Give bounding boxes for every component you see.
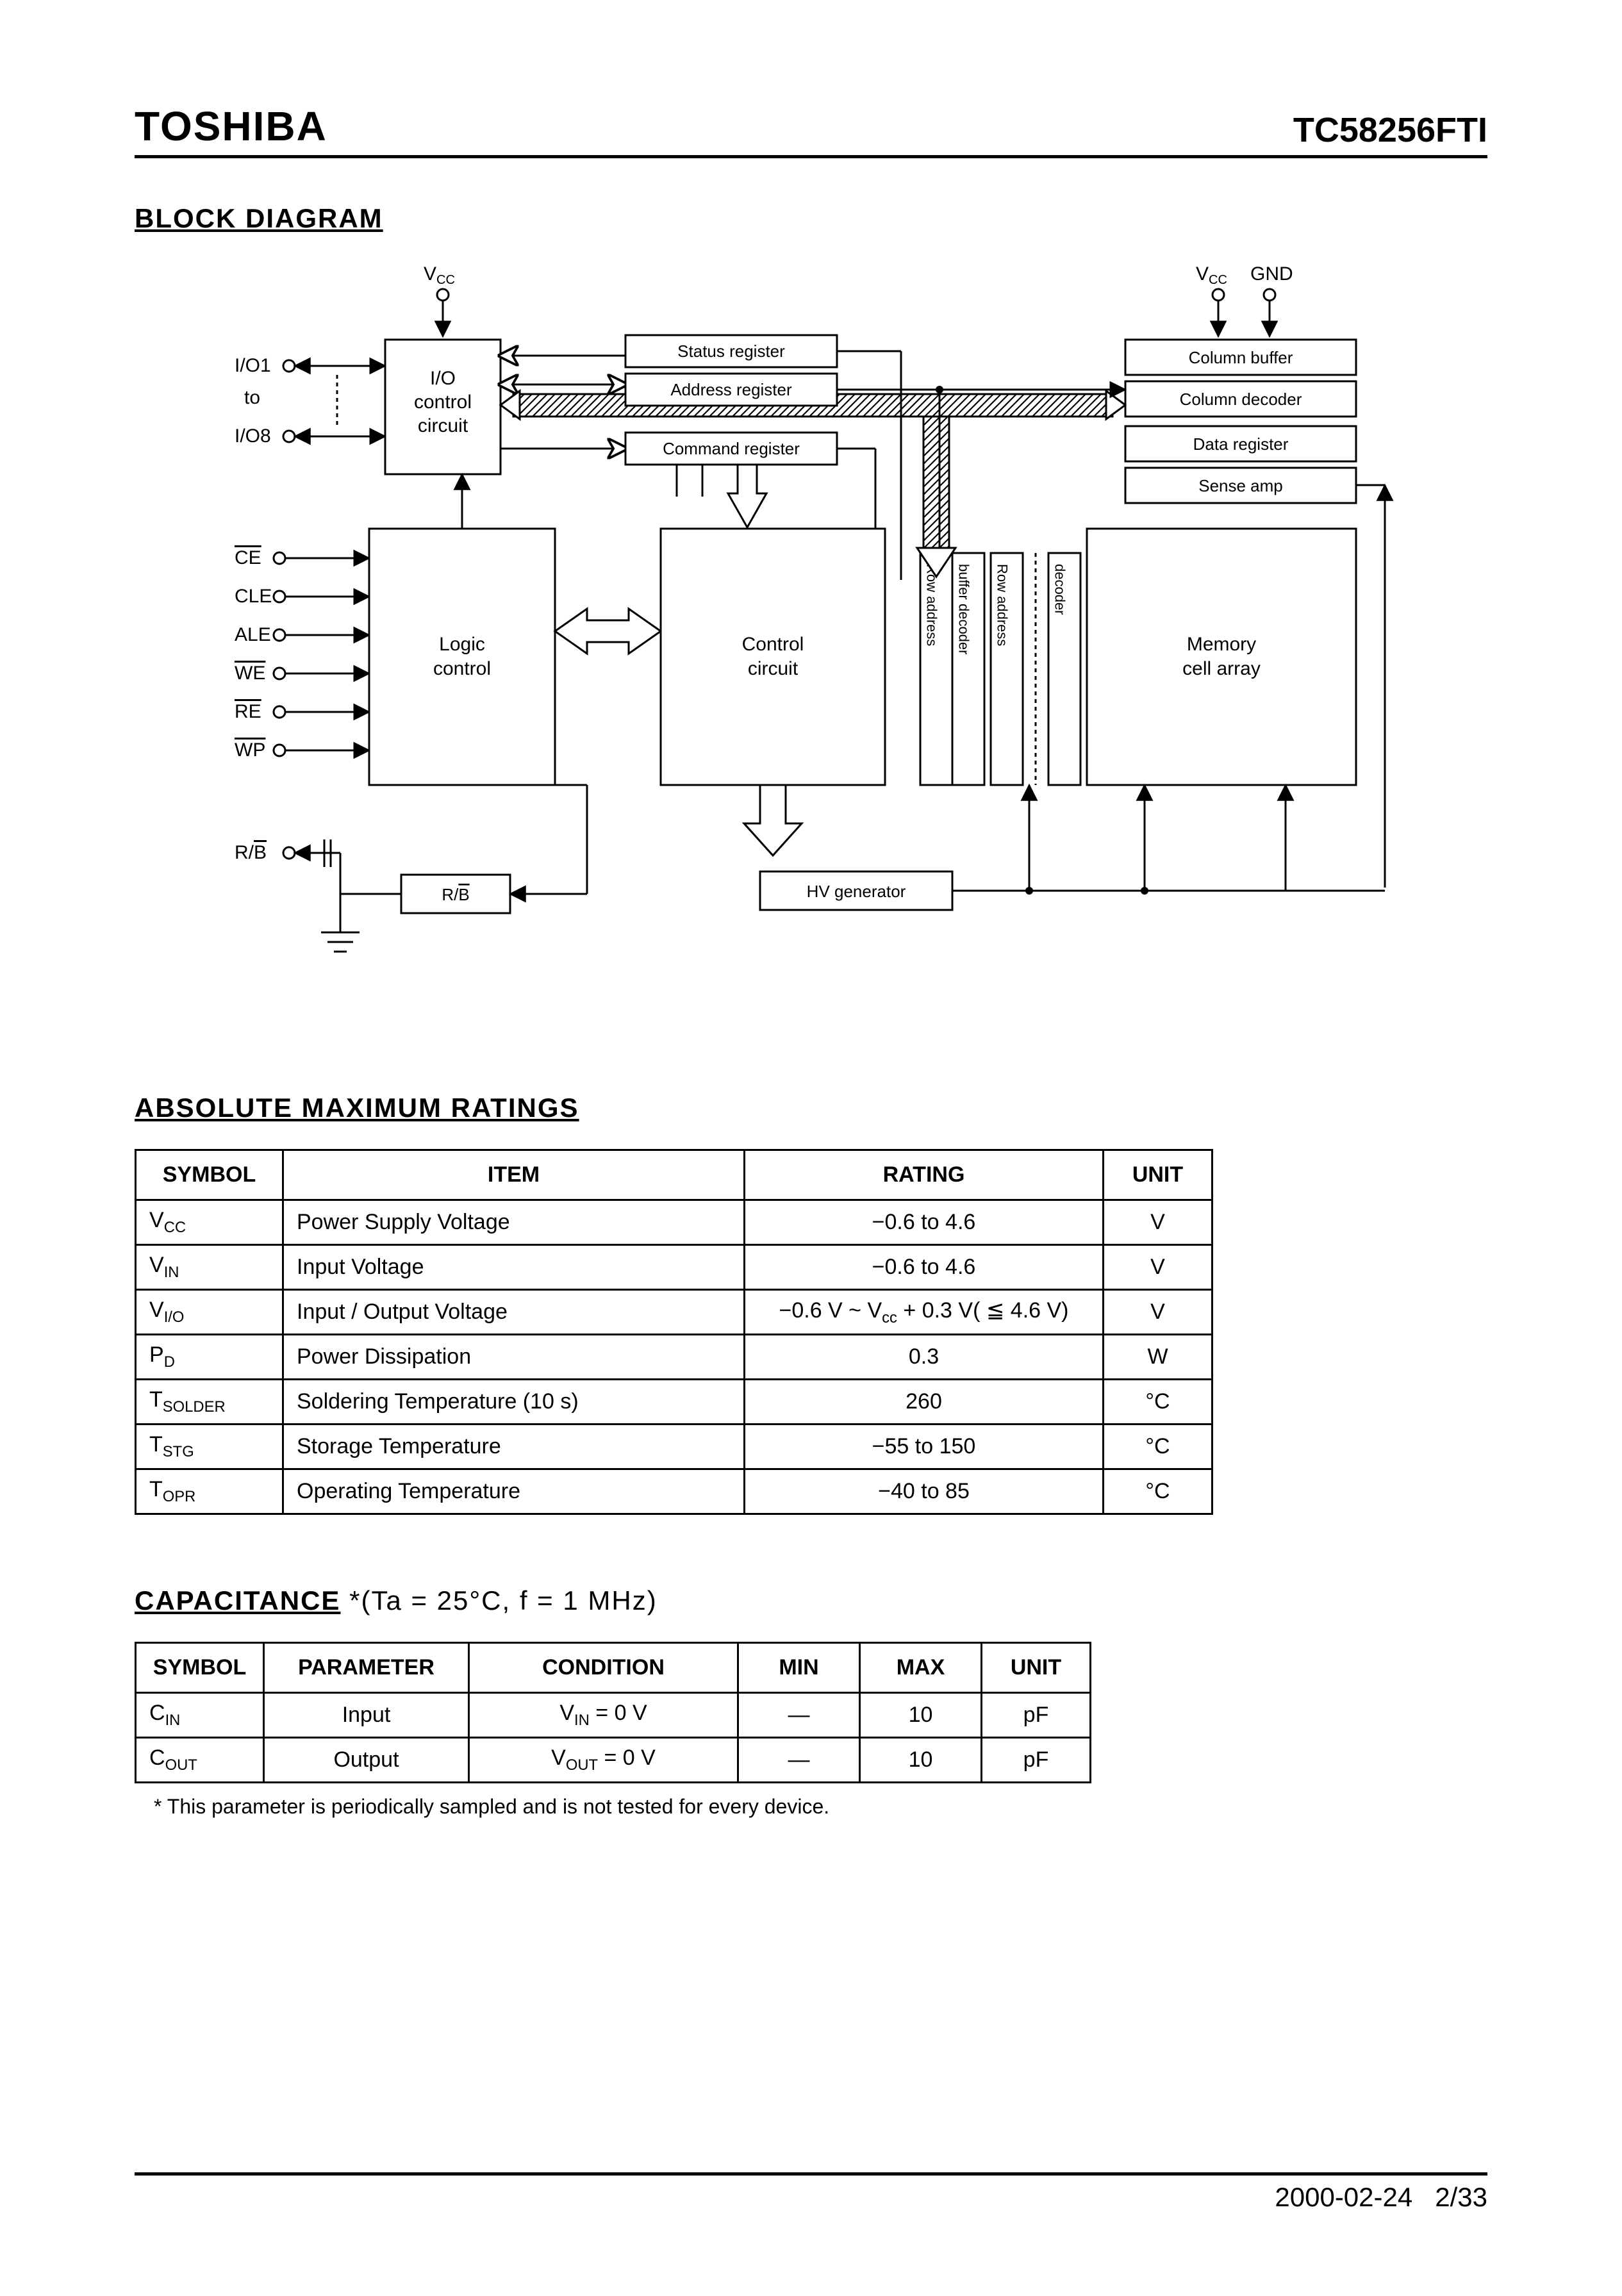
rb-box-label: R/B bbox=[442, 885, 469, 904]
logic-l1: Logic bbox=[439, 634, 485, 655]
block-diagram-wrap: VCC VCC GND I/O1 to I/O8 bbox=[135, 260, 1487, 996]
col-buf-label: Column buffer bbox=[1188, 348, 1293, 367]
svg-text:buffer decoder: buffer decoder bbox=[956, 564, 972, 654]
vcc2-label: VCC bbox=[1196, 263, 1227, 287]
table-row: VINInput Voltage−0.6 to 4.6V bbox=[136, 1245, 1212, 1290]
mem-l1: Memory bbox=[1186, 634, 1255, 655]
footer-page: 2/33 bbox=[1435, 2182, 1487, 2212]
left-pins: CE CLE ALE WE RE WP bbox=[235, 547, 369, 761]
data-reg-label: Data register bbox=[1193, 434, 1288, 454]
logic-control-box bbox=[369, 529, 555, 785]
table-row: TSTGStorage Temperature−55 to 150°C bbox=[136, 1425, 1212, 1469]
table-header: MAX bbox=[860, 1643, 982, 1693]
io-ctrl-l1: I/O bbox=[429, 368, 455, 389]
table-row: TOPROperating Temperature−40 to 85°C bbox=[136, 1469, 1212, 1514]
gnd-label: GND bbox=[1250, 263, 1293, 285]
svg-text:CLE: CLE bbox=[235, 586, 272, 607]
table-header: SYMBOL bbox=[136, 1643, 264, 1693]
page-footer: 2000-02-24 2/33 bbox=[135, 2172, 1487, 2213]
logic-l2: control bbox=[433, 658, 490, 679]
rb-pin-label: R/B bbox=[235, 842, 267, 863]
svg-text:WP: WP bbox=[235, 739, 265, 761]
block-diagram-title: BLOCK DIAGRAM bbox=[135, 203, 1487, 234]
block-diagram-section: BLOCK DIAGRAM VCC bbox=[135, 203, 1487, 996]
abs-max-section: ABSOLUTE MAXIMUM RATINGS SYMBOLITEMRATIN… bbox=[135, 1093, 1487, 1515]
table-row: CINInputVIN = 0 V—10pF bbox=[136, 1693, 1091, 1738]
logic-control-link bbox=[555, 609, 661, 654]
svg-text:RE: RE bbox=[235, 701, 261, 722]
svg-text:ALE: ALE bbox=[235, 624, 271, 645]
io-ctrl-l3: circuit bbox=[417, 415, 468, 436]
io-ctrl-l2: control bbox=[413, 392, 471, 413]
table-header: SYMBOL bbox=[136, 1150, 283, 1200]
svg-text:WE: WE bbox=[235, 663, 265, 684]
brand-logo: TOSHIBA bbox=[135, 103, 327, 150]
abs-max-table: SYMBOLITEMRATINGUNITVCCPower Supply Volt… bbox=[135, 1149, 1213, 1515]
capacitance-note: * This parameter is periodically sampled… bbox=[135, 1795, 1487, 1819]
footer-date: 2000-02-24 bbox=[1275, 2182, 1412, 2212]
table-header: RATING bbox=[745, 1150, 1104, 1200]
table-row: VI/OInput / Output Voltage−0.6 V ~ Vcc +… bbox=[136, 1290, 1212, 1335]
capacitance-section: CAPACITANCE *(Ta = 25°C, f = 1 MHz) SYMB… bbox=[135, 1585, 1487, 1819]
status-reg-label: Status register bbox=[677, 342, 785, 361]
col-dec-label: Column decoder bbox=[1179, 390, 1302, 409]
vcc-label: VCC bbox=[424, 263, 455, 287]
block-diagram-svg: VCC VCC GND I/O1 to I/O8 bbox=[228, 260, 1394, 996]
sense-amp-label: Sense amp bbox=[1198, 476, 1283, 495]
mem-l2: cell array bbox=[1182, 658, 1261, 679]
memory-array-box bbox=[1087, 529, 1356, 785]
svg-text:Row address: Row address bbox=[994, 564, 1010, 646]
table-header: UNIT bbox=[982, 1643, 1091, 1693]
abs-max-title: ABSOLUTE MAXIMUM RATINGS bbox=[135, 1093, 1487, 1123]
part-number: TC58256FTI bbox=[1293, 110, 1487, 150]
capacitance-table: SYMBOLPARAMETERCONDITIONMINMAXUNITCINInp… bbox=[135, 1642, 1091, 1783]
io8-label: I/O8 bbox=[235, 425, 271, 447]
table-row: COUTOutputVOUT = 0 V—10pF bbox=[136, 1738, 1091, 1783]
cmd-reg-label: Command register bbox=[663, 439, 800, 458]
page-header: TOSHIBA TC58256FTI bbox=[135, 103, 1487, 158]
table-row: TSOLDERSoldering Temperature (10 s)260°C bbox=[136, 1380, 1212, 1425]
control-circuit-box bbox=[661, 529, 885, 785]
page: TOSHIBA TC58256FTI BLOCK DIAGRAM bbox=[0, 0, 1622, 2296]
ctrl-l1: Control bbox=[741, 634, 804, 655]
capacitance-title: CAPACITANCE *(Ta = 25°C, f = 1 MHz) bbox=[135, 1585, 1487, 1616]
table-row: PDPower Dissipation0.3W bbox=[136, 1335, 1212, 1380]
svg-text:CE: CE bbox=[235, 547, 261, 568]
table-row: VCCPower Supply Voltage−0.6 to 4.6V bbox=[136, 1200, 1212, 1245]
table-header: MIN bbox=[738, 1643, 860, 1693]
svg-text:decoder: decoder bbox=[1052, 564, 1068, 615]
table-header: CONDITION bbox=[469, 1643, 738, 1693]
io1-label: I/O1 bbox=[235, 355, 271, 376]
addr-reg-label: Address register bbox=[670, 380, 792, 399]
table-header: PARAMETER bbox=[264, 1643, 469, 1693]
table-header: UNIT bbox=[1104, 1150, 1212, 1200]
hv-label: HV generator bbox=[806, 882, 906, 901]
io-to-label: to bbox=[244, 387, 260, 408]
ctrl-l2: circuit bbox=[747, 658, 798, 679]
table-header: ITEM bbox=[283, 1150, 745, 1200]
